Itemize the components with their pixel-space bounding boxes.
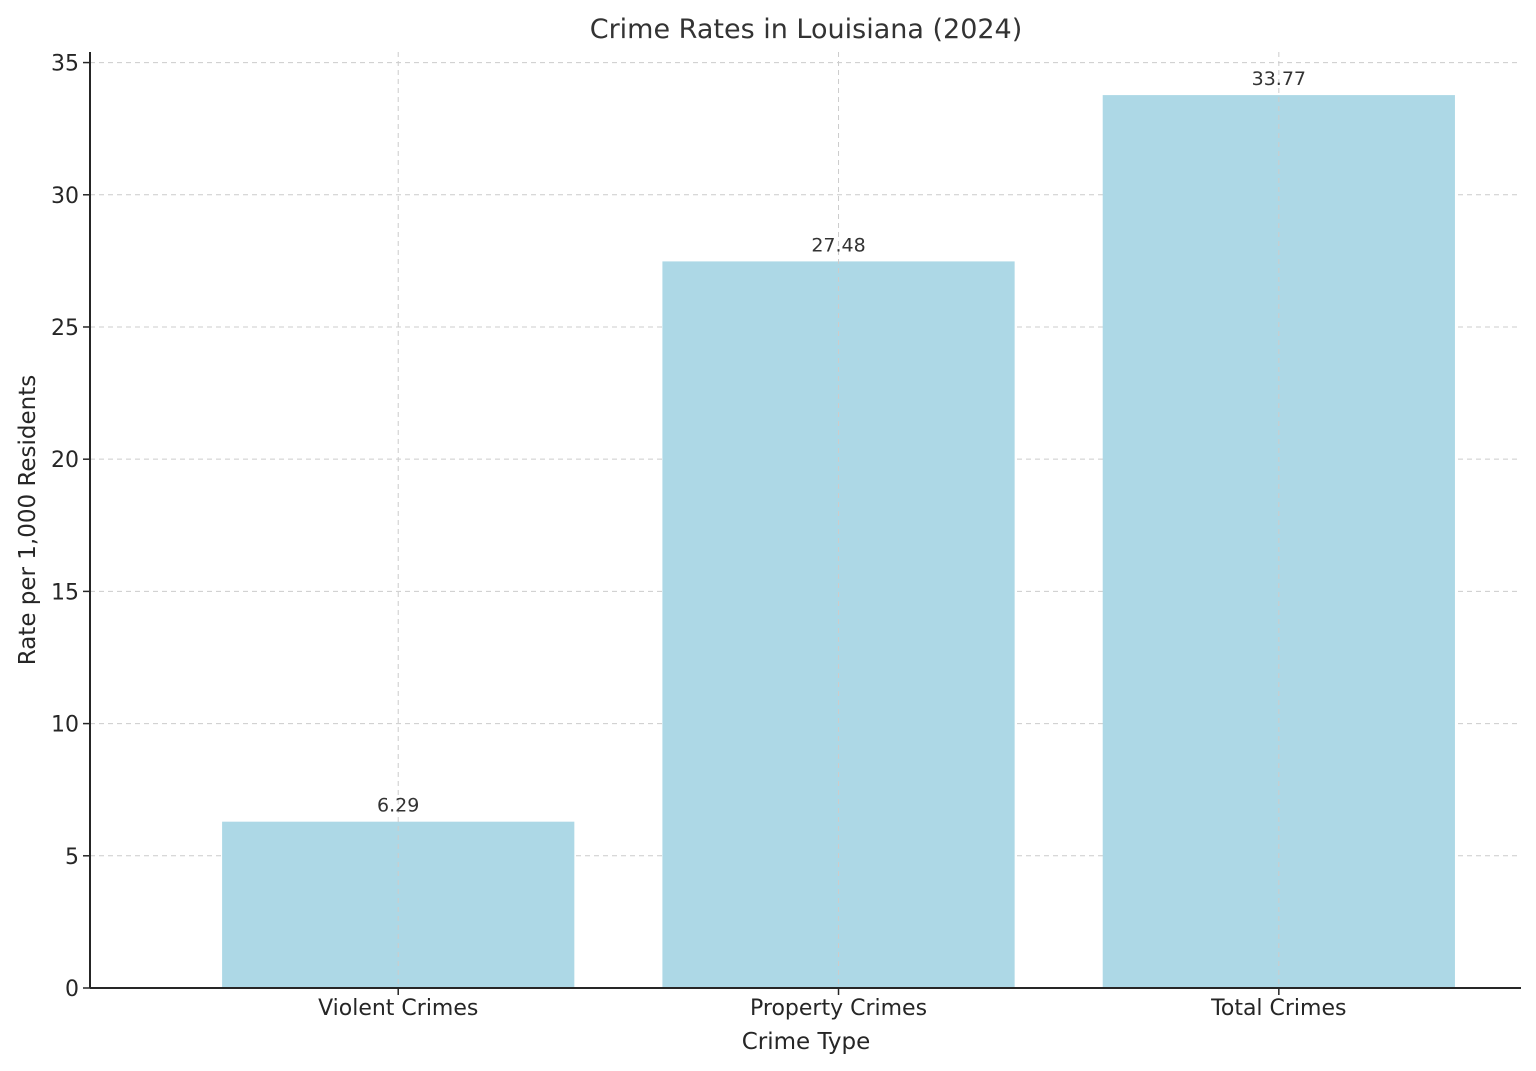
y-tick-label: 5 [65,845,79,870]
vertical-grid-lines [397,52,1280,988]
y-tick-label: 35 [51,52,79,77]
data-label: 27.48 [811,234,865,256]
x-axis-label: Crime Type [742,1029,871,1055]
y-tick-label: 30 [51,184,79,209]
y-axis-label: Rate per 1,000 Residents [15,375,41,666]
y-tick-label: 15 [51,580,79,605]
data-label: 33.77 [1252,68,1306,90]
axes: 0 5 10 15 20 25 30 35 Violent Crimes Property Cri… [51,52,1521,1021]
x-tick-label: Property Crimes [750,996,927,1021]
y-tick-label: 0 [65,977,79,1002]
x-tick-label: Total Crimes [1210,996,1346,1021]
y-tick-label: 25 [51,316,79,341]
y-tick-label: 10 [51,713,79,738]
data-labels: 6.29 27.48 33.77 [377,68,1306,817]
chart-title: Crime Rates in Louisiana (2024) [590,14,1023,45]
y-tick-label: 20 [51,448,79,473]
data-label: 6.29 [377,795,419,817]
bar-violent-crimes [222,821,575,988]
x-tick-label: Violent Crimes [318,996,478,1021]
